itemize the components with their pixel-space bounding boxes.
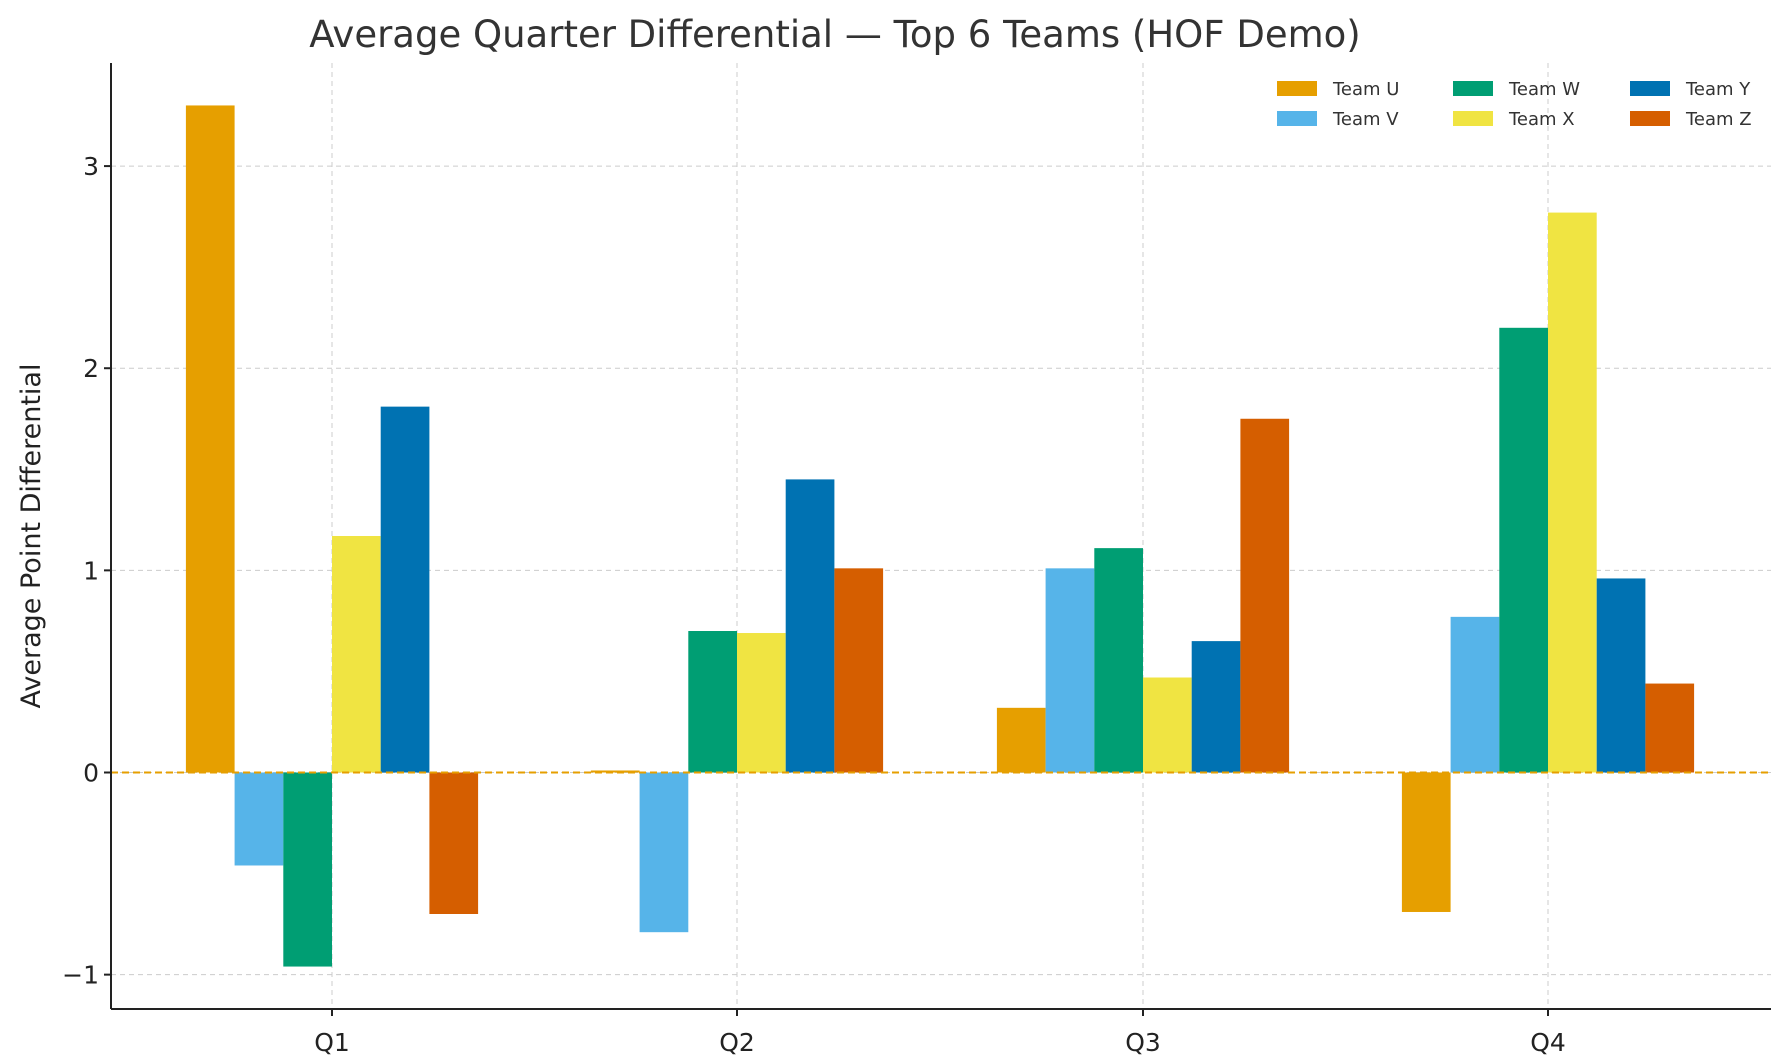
bar-team-z-q1 xyxy=(429,772,479,914)
y-axis-label: Average Point Differential xyxy=(16,364,47,709)
bar-team-u-q4 xyxy=(1401,772,1451,912)
bar-team-v-q3 xyxy=(1045,568,1095,773)
bar-team-v-q4 xyxy=(1450,616,1500,773)
bar-team-y-q1 xyxy=(380,406,430,773)
legend-label-team-y: Team Y xyxy=(1685,79,1751,100)
bar-team-x-q4 xyxy=(1548,212,1597,773)
chart-title: Average Quarter Differential — Top 6 Tea… xyxy=(309,13,1360,56)
y-tick-label: −1 xyxy=(62,961,99,990)
legend-swatch-team-v xyxy=(1277,111,1317,126)
tick-labels: −1 0 1 2 3 Q1 Q2 Q3 Q4 xyxy=(62,152,1566,1057)
bar-team-w-q1 xyxy=(283,772,332,967)
x-tick-label: Q1 xyxy=(314,1028,350,1057)
y-tick-label: 0 xyxy=(83,759,99,788)
x-tick-label: Q3 xyxy=(1125,1028,1161,1057)
bar-team-w-q2 xyxy=(688,631,737,773)
bar-team-v-q1 xyxy=(234,772,284,866)
y-tick-label: 1 xyxy=(83,556,99,585)
legend-label-team-v: Team V xyxy=(1332,109,1399,130)
legend-label-team-w: Team W xyxy=(1508,79,1580,100)
bar-team-z-q2 xyxy=(834,568,884,773)
y-tick-label: 3 xyxy=(83,152,99,181)
bar-team-w-q3 xyxy=(1094,548,1143,773)
bars xyxy=(185,105,1695,967)
legend-label-team-z: Team Z xyxy=(1685,109,1752,130)
x-tick-label: Q2 xyxy=(719,1028,755,1057)
bar-team-z-q3 xyxy=(1240,418,1290,773)
legend-swatch-team-z xyxy=(1630,111,1670,126)
bar-team-z-q4 xyxy=(1645,683,1695,773)
bar-team-x-q2 xyxy=(737,633,786,773)
bar-team-u-q1 xyxy=(185,105,235,773)
bar-team-x-q3 xyxy=(1143,677,1192,773)
bar-team-u-q2 xyxy=(590,770,640,773)
legend-label-team-x: Team X xyxy=(1508,109,1575,130)
legend-swatch-team-w xyxy=(1453,81,1493,96)
bar-team-y-q4 xyxy=(1596,578,1646,773)
bar-team-v-q2 xyxy=(639,772,689,933)
x-tick-label: Q4 xyxy=(1530,1028,1566,1057)
legend-swatch-team-y xyxy=(1630,81,1670,96)
bar-team-u-q3 xyxy=(996,707,1046,773)
legend-label-team-u: Team U xyxy=(1332,79,1399,100)
axes xyxy=(110,63,1771,1010)
y-tick-label: 2 xyxy=(83,354,99,383)
legend: Team U Team V Team W Team X Team Y Team Z xyxy=(1277,79,1752,130)
legend-swatch-team-u xyxy=(1277,81,1317,96)
legend-swatch-team-x xyxy=(1453,111,1493,126)
bar-team-w-q4 xyxy=(1499,327,1548,773)
bar-team-x-q1 xyxy=(332,536,381,773)
bar-team-y-q3 xyxy=(1191,641,1241,773)
bar-team-y-q2 xyxy=(785,479,835,773)
